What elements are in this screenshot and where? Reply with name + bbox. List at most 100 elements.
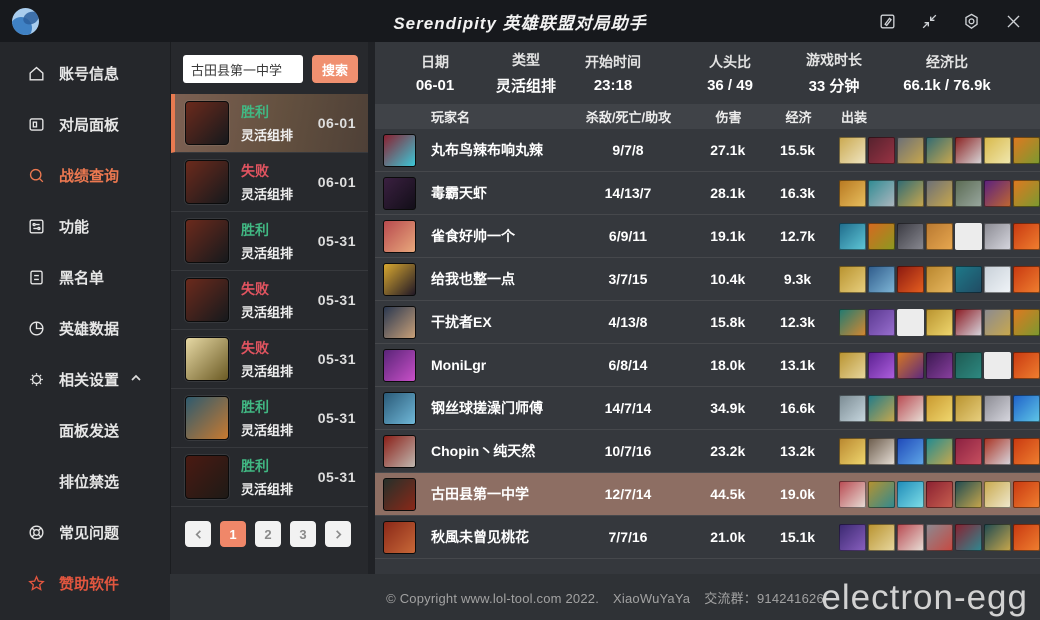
player-items	[838, 437, 1040, 465]
column-economy: 经济	[785, 110, 812, 125]
search-button[interactable]: 搜索	[312, 55, 358, 83]
player-champion-avatar	[383, 348, 416, 382]
item-icon	[838, 523, 866, 551]
player-row[interactable]: 给我也整一点 3/7/15 10.4k 9.3k	[375, 258, 1040, 301]
page-button-3[interactable]: 3	[290, 521, 316, 547]
sidebar-item-features[interactable]: 功能	[0, 201, 170, 252]
footer: © Copyright www.lol-tool.com 2022. XiaoWu…	[170, 574, 1040, 620]
copyright-text: © Copyright www.lol-tool.com 2022. XiaoWu…	[386, 588, 824, 607]
home-icon	[29, 66, 44, 81]
sidebar-item-hero-data[interactable]: 英雄数据	[0, 303, 170, 354]
close-window-button[interactable]	[1002, 10, 1024, 32]
sidebar-item-label: 英雄数据	[59, 321, 120, 338]
player-row[interactable]: 秋風未曾见桃花 7/7/16 21.0k 15.1k	[375, 516, 1040, 559]
page-button-2[interactable]: 2	[255, 521, 281, 547]
edit-note-button[interactable]	[876, 10, 898, 32]
chevron-up-icon[interactable]	[130, 371, 142, 388]
player-kda: 3/7/15	[608, 271, 648, 287]
sidebar-item-panel-send[interactable]: 面板发送	[0, 405, 170, 456]
electron-egg-watermark: electron-egg	[821, 578, 1028, 617]
player-name: 给我也整一点	[431, 271, 515, 287]
player-economy: 12.7k	[780, 228, 816, 244]
player-name: 秋風未曾见桃花	[431, 529, 529, 545]
sidebar-item-blacklist[interactable]: 黑名单	[0, 252, 170, 303]
stat-block: 日期 06-01	[375, 52, 495, 94]
stat-block: 游戏时长 33 分钟	[791, 50, 877, 96]
player-row[interactable]: Chopin丶纯天然 10/7/16 23.2k 13.2k	[375, 430, 1040, 473]
item-icon	[896, 136, 924, 164]
player-row[interactable]: 干扰者EX 4/13/8 15.8k 12.3k	[375, 301, 1040, 344]
match-list-item[interactable]: 胜利 灵活组排 05-31	[171, 212, 368, 271]
player-damage: 34.9k	[710, 400, 746, 416]
stat-label: 开始时间	[585, 54, 641, 70]
player-row[interactable]: 丸布鸟辣布响丸辣 9/7/8 27.1k 15.5k	[375, 129, 1040, 172]
player-items	[838, 523, 1040, 551]
item-icon	[954, 179, 982, 207]
item-icon	[867, 394, 895, 422]
player-champion-avatar	[383, 305, 416, 339]
item-icon	[838, 265, 866, 293]
collapse-window-button[interactable]	[918, 10, 940, 32]
sidebar-item-label: 账号信息	[59, 66, 120, 83]
sidebar-item-faq[interactable]: 常见问题	[0, 507, 170, 558]
player-row[interactable]: 毒霸天虾 14/13/7 28.1k 16.3k	[375, 172, 1040, 215]
match-list-item[interactable]: 胜利 灵活组排 05-31	[171, 389, 368, 448]
player-economy: 19.0k	[780, 486, 816, 502]
match-list-item[interactable]: 失败 灵活组排 06-01	[171, 153, 368, 212]
match-list-item[interactable]: 失败 灵活组排 05-31	[171, 330, 368, 389]
player-damage: 44.5k	[710, 486, 746, 502]
match-result: 胜利	[241, 104, 269, 120]
item-icon	[1012, 136, 1040, 164]
stat-label: 游戏时长	[806, 52, 862, 68]
player-name: 毒霸天虾	[431, 185, 487, 201]
player-row[interactable]: 古田县第一中学 12/7/14 44.5k 19.0k	[375, 473, 1040, 516]
item-icon	[925, 136, 953, 164]
player-row[interactable]: MoniLgr 6/8/14 18.0k 13.1k	[375, 344, 1040, 387]
match-item-texts: 胜利 灵活组排	[241, 102, 293, 144]
player-economy: 15.1k	[780, 529, 816, 545]
sidebar-item-match-panel[interactable]: 对局面板	[0, 99, 170, 150]
match-list-item[interactable]: 胜利 灵活组排 06-01	[171, 94, 368, 153]
item-icon	[925, 351, 953, 379]
page-button-1[interactable]: 1	[220, 521, 246, 547]
champion-avatar	[185, 455, 229, 499]
sidebar-item-settings[interactable]: 相关设置	[0, 354, 170, 405]
sidebar-item-rank-ban[interactable]: 排位禁选	[0, 456, 170, 507]
sidebar-item-label: 相关设置	[59, 372, 120, 389]
titlebar: Serendipity 英雄联盟对局助手	[0, 0, 1040, 42]
settings-gear-icon	[964, 13, 978, 29]
item-icon	[867, 265, 895, 293]
sidebar-item-account-info[interactable]: 账号信息	[0, 48, 170, 99]
player-row[interactable]: 钢丝球搓澡门师傅 14/7/14 34.9k 16.6k	[375, 387, 1040, 430]
item-icon	[954, 394, 982, 422]
item-icon	[838, 179, 866, 207]
player-name: 丸布鸟辣布响丸辣	[431, 142, 543, 158]
search-input[interactable]	[183, 55, 303, 83]
item-icon	[896, 179, 924, 207]
player-name: Chopin丶纯天然	[431, 443, 536, 459]
copyright-line: © Copyright www.lol-tool.com 2022.	[386, 590, 600, 606]
prev-page-button[interactable]	[185, 521, 211, 547]
player-damage: 19.1k	[710, 228, 746, 244]
column-player-name: 玩家名	[431, 110, 471, 125]
item-icon	[1012, 308, 1040, 336]
item-icon	[838, 308, 866, 336]
player-name: MoniLgr	[431, 357, 487, 373]
next-page-button[interactable]	[325, 521, 351, 547]
sidebar-item-sponsor[interactable]: 赞助软件	[0, 558, 170, 609]
sidebar-item-match-history[interactable]: 战绩查询	[0, 150, 170, 201]
item-icon	[896, 265, 924, 293]
match-list-item[interactable]: 失败 灵活组排 05-31	[171, 271, 368, 330]
chevron-right-icon	[335, 529, 342, 539]
column-items: 出装	[841, 110, 868, 125]
chevron-left-icon	[194, 529, 201, 539]
search-icon	[29, 168, 44, 183]
item-icon	[838, 351, 866, 379]
player-row[interactable]: 雀食好帅一个 6/9/11 19.1k 12.7k	[375, 215, 1040, 258]
collapse-icon	[922, 14, 936, 28]
champion-avatar	[185, 278, 229, 322]
match-item-texts: 胜利 灵活组排	[241, 220, 293, 262]
settings-button[interactable]	[960, 10, 982, 32]
item-icon	[925, 308, 953, 336]
match-list-item[interactable]: 胜利 灵活组排 05-31	[171, 448, 368, 507]
